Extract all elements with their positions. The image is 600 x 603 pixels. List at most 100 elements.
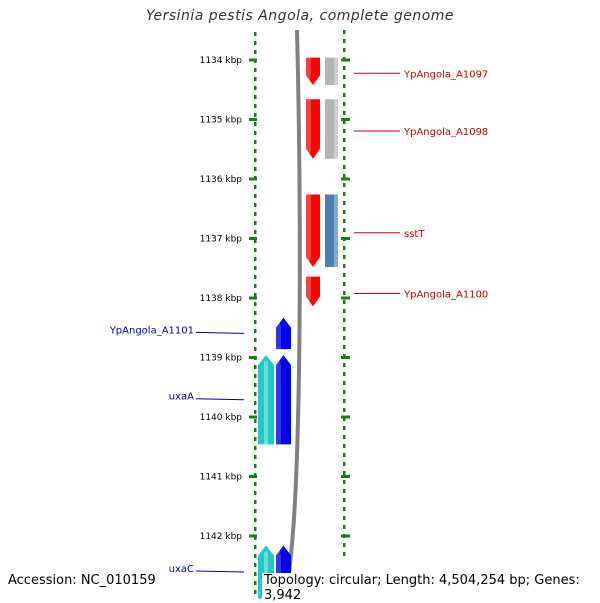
scale-dot <box>343 399 346 403</box>
kbp-tick-label: 1136 kbp <box>200 175 243 185</box>
kbp-tick-label: 1135 kbp <box>200 116 243 126</box>
scale-dot <box>254 455 257 459</box>
scale-dot <box>254 104 257 108</box>
scale-dot <box>254 446 257 450</box>
reverse-gene-label: uxaC <box>169 564 194 575</box>
scale-dot <box>254 365 257 369</box>
scale-dot <box>343 435 346 439</box>
forward-gene-arrow <box>306 276 320 307</box>
tick-mark-left <box>249 58 257 62</box>
kbp-tick-label: 1134 kbp <box>200 56 243 66</box>
tick-mark-right <box>341 177 350 181</box>
kbp-tick-label: 1138 kbp <box>200 294 243 304</box>
scale-dot <box>254 266 257 270</box>
scale-dot <box>343 381 346 385</box>
scale-dot <box>254 518 257 522</box>
gene-labels: YpAngola_A1097 YpAngola_A1098 sstT YpAngola… <box>109 69 489 575</box>
scale-dot <box>343 201 346 205</box>
scale-dot <box>343 48 346 52</box>
scale-dot <box>343 480 346 484</box>
tick-mark-right <box>341 118 350 121</box>
reverse-gene-shade <box>276 317 281 350</box>
scale-dot <box>254 338 257 342</box>
scale-dot <box>254 77 257 81</box>
scale-dot <box>254 158 257 162</box>
label-leader <box>195 570 245 573</box>
reverse-gene-arrow <box>276 355 291 445</box>
scale-dot <box>343 525 346 529</box>
kbp-tick-label: 1140 kbp <box>200 413 243 423</box>
scale-dot <box>254 131 257 135</box>
scale-dot <box>343 417 346 421</box>
tick-mark-right <box>341 296 350 300</box>
forward-gene-label: YpAngola_A1100 <box>403 289 488 300</box>
scale-dot <box>343 165 346 169</box>
scale-dot <box>343 363 346 367</box>
right-scale-track <box>343 30 346 556</box>
scale-dot <box>254 194 257 198</box>
scale-dot <box>254 383 257 387</box>
tick-mark-right <box>341 58 350 62</box>
scale-dot <box>343 66 346 70</box>
scale-dot <box>343 462 346 466</box>
scale-dot <box>343 372 346 376</box>
gene-partner-block <box>325 194 338 268</box>
kbp-tick-label: 1139 kbp <box>200 354 243 364</box>
scale-dot <box>254 347 257 351</box>
topology-text: Topology: circular; Length: 4,504,254 bp… <box>262 573 600 603</box>
scale-dot <box>254 374 257 378</box>
scale-dot <box>343 498 346 502</box>
scale-dot <box>254 122 257 126</box>
tick-mark-right <box>341 534 350 538</box>
scale-dot <box>254 293 257 297</box>
scale-dot <box>343 183 346 187</box>
tick-mark-right <box>341 475 350 478</box>
scale-dot <box>254 464 257 468</box>
scale-dot <box>343 336 346 340</box>
forward-gene-shade <box>306 57 311 85</box>
scale-dot <box>343 273 346 277</box>
forward-gene-shade <box>306 276 311 307</box>
scale-dot <box>343 228 346 232</box>
scale-dot <box>343 192 346 196</box>
forward-gene-arrow <box>306 99 320 159</box>
scale-dot <box>343 489 346 493</box>
tick-mark-right <box>341 356 350 359</box>
scale-dot <box>254 554 257 558</box>
tick-mark-left <box>249 177 257 181</box>
scale-dot <box>254 32 257 36</box>
scale-dot <box>343 453 346 457</box>
reverse-partner-arrow <box>258 355 274 445</box>
scale-dot <box>343 471 346 475</box>
scale-dot <box>254 545 257 549</box>
gene-partner-block <box>325 57 338 85</box>
tick-mark-left <box>249 534 257 538</box>
scale-dot <box>254 167 257 171</box>
scale-dot <box>254 284 257 288</box>
scale-dot <box>254 536 257 540</box>
scale-dot <box>343 291 346 295</box>
scale-dot <box>343 84 346 88</box>
scale-dot <box>343 552 346 556</box>
scale-dot <box>254 221 257 225</box>
forward-gene-arrow <box>306 57 320 85</box>
scale-dot <box>254 86 257 90</box>
scale-dot <box>254 428 257 432</box>
tick-mark-right <box>341 415 350 419</box>
forward-gene-label: sstT <box>404 229 425 240</box>
scale-dot <box>254 320 257 324</box>
scale-dot <box>343 327 346 331</box>
scale-dot <box>254 257 257 261</box>
scale-dot <box>254 527 257 531</box>
forward-gene-arrow <box>306 194 320 268</box>
scale-dot <box>254 113 257 117</box>
kbp-tick-label: 1141 kbp <box>200 473 243 483</box>
scale-dot <box>343 300 346 304</box>
tick-mark-left <box>249 475 257 478</box>
scale-dot <box>254 581 257 585</box>
forward-gene-label: YpAngola_A1097 <box>403 69 488 80</box>
forward-gene-shade <box>306 194 311 268</box>
scale-dot <box>254 590 257 594</box>
tick-mark-left <box>249 296 257 300</box>
scale-dot <box>254 437 257 441</box>
